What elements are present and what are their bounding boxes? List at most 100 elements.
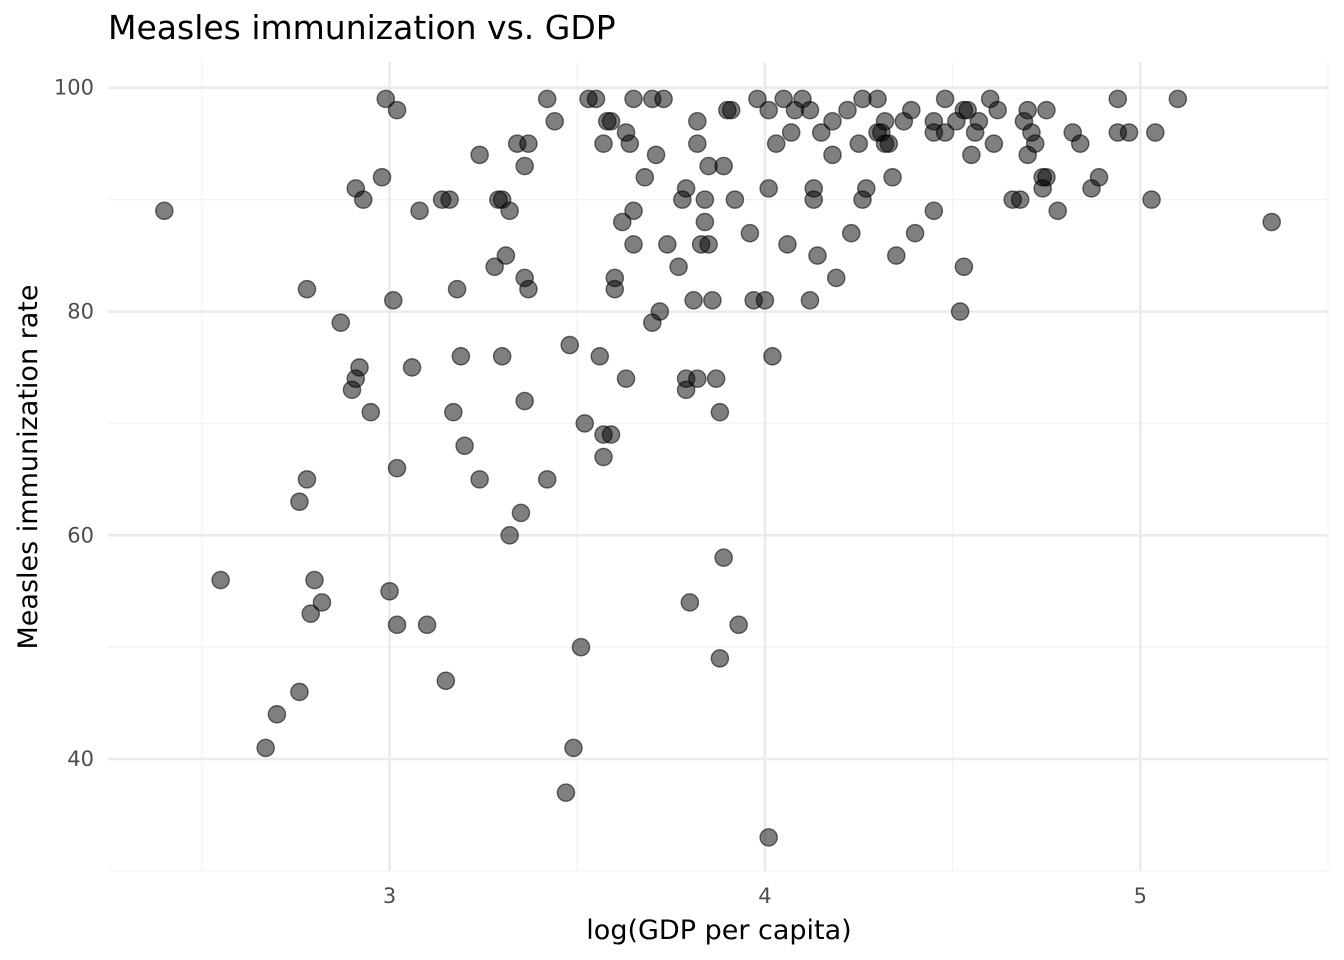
- data-point: [748, 89, 767, 109]
- data-point: [710, 402, 730, 422]
- data-point: [1037, 167, 1056, 187]
- data-point: [841, 223, 861, 243]
- data-point: [811, 123, 831, 142]
- data-point: [924, 201, 944, 221]
- data-point: [778, 235, 797, 254]
- data-point: [545, 112, 565, 131]
- y-tick-label: 100: [54, 76, 94, 100]
- data-point: [575, 414, 595, 433]
- data-point: [755, 291, 775, 310]
- data-point: [823, 145, 842, 165]
- data-point: [838, 100, 857, 120]
- x-axis-title: log(GDP per capita): [586, 915, 851, 946]
- data-point: [800, 291, 820, 310]
- data-point: [387, 458, 407, 478]
- data-point: [564, 738, 583, 758]
- data-point: [353, 190, 373, 209]
- data-point: [902, 100, 921, 120]
- data-point: [721, 100, 741, 120]
- data-point: [684, 291, 703, 310]
- data-point: [211, 570, 230, 590]
- data-point: [763, 346, 782, 366]
- data-point: [905, 223, 925, 243]
- data-point: [1025, 134, 1045, 153]
- data-point: [969, 112, 989, 131]
- data-point: [297, 279, 317, 299]
- y-tick-label: 80: [67, 300, 94, 324]
- data-point: [1146, 123, 1165, 142]
- data-point: [447, 279, 467, 299]
- data-point: [402, 358, 422, 377]
- data-point: [1262, 212, 1281, 232]
- data-point: [1108, 89, 1128, 109]
- data-point: [267, 705, 287, 724]
- data-point: [297, 470, 317, 489]
- data-point: [290, 492, 309, 512]
- data-point: [571, 637, 591, 657]
- data-point: [868, 89, 887, 109]
- data-points: [155, 89, 1281, 847]
- data-point: [470, 145, 489, 165]
- data-point: [1168, 89, 1188, 109]
- data-point: [781, 123, 801, 142]
- data-point: [856, 179, 876, 198]
- data-point: [537, 470, 557, 489]
- data-point: [823, 112, 842, 131]
- data-point: [669, 257, 688, 277]
- data-point: [383, 291, 403, 310]
- data-point: [654, 89, 673, 109]
- data-point: [695, 212, 715, 232]
- data-point: [740, 223, 760, 243]
- data-point: [331, 313, 351, 333]
- data-point: [706, 369, 726, 388]
- data-point: [616, 369, 636, 388]
- tick-labels: 3 4 5 40 60 80 100: [54, 76, 1147, 908]
- data-point: [1142, 190, 1161, 209]
- data-point: [1119, 123, 1139, 142]
- data-point: [624, 235, 643, 254]
- data-point: [950, 302, 970, 321]
- data-point: [537, 89, 557, 109]
- data-point: [875, 112, 895, 131]
- data-point: [500, 201, 519, 221]
- data-point: [676, 380, 696, 400]
- data-point: [774, 89, 793, 109]
- x-tick-label: 3: [383, 884, 396, 908]
- data-point: [849, 134, 869, 153]
- data-point: [519, 279, 538, 299]
- grid-lines: [108, 62, 1329, 872]
- data-point: [808, 246, 827, 265]
- data-point: [887, 246, 906, 265]
- data-point: [594, 447, 613, 467]
- data-point: [935, 123, 955, 142]
- data-point: [635, 167, 655, 187]
- data-point: [496, 246, 516, 265]
- data-point: [658, 235, 677, 254]
- y-tick-label: 40: [67, 747, 94, 771]
- data-point: [954, 257, 974, 277]
- data-point: [312, 593, 332, 612]
- data-point: [372, 167, 392, 187]
- data-point: [759, 100, 778, 120]
- data-point: [646, 145, 666, 165]
- data-point: [455, 436, 474, 456]
- data-point: [680, 593, 700, 612]
- data-point: [688, 369, 707, 388]
- data-point: [361, 402, 381, 422]
- data-point: [470, 470, 489, 489]
- data-point: [1010, 190, 1030, 209]
- data-point: [376, 89, 396, 109]
- data-point: [511, 503, 531, 523]
- data-point: [601, 112, 621, 131]
- data-point: [1048, 201, 1068, 221]
- data-point: [624, 201, 643, 221]
- data-point: [695, 190, 715, 209]
- y-axis-title: Measles immunization rate: [13, 285, 44, 650]
- data-point: [620, 134, 640, 153]
- data-point: [714, 548, 733, 567]
- data-point: [703, 291, 722, 310]
- data-point: [155, 201, 174, 221]
- data-point: [988, 100, 1007, 120]
